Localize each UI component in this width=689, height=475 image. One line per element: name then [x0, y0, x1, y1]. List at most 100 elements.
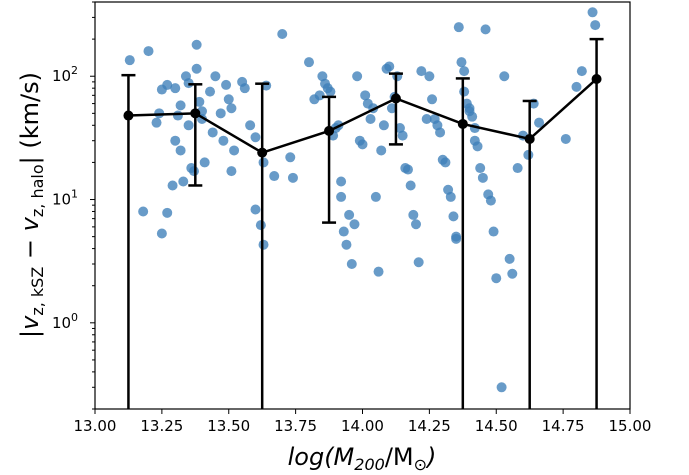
scatter-point	[560, 133, 571, 144]
scatter-point	[188, 166, 199, 177]
scatter-point	[218, 135, 229, 146]
scatter-point	[440, 157, 451, 168]
scatter-point	[472, 141, 483, 152]
scatter-point	[175, 145, 186, 156]
binned-point	[123, 110, 134, 121]
scatter-point	[405, 180, 416, 191]
y-tick-label: 100	[52, 311, 78, 332]
scatter-point	[258, 157, 269, 168]
scatter-point	[504, 253, 515, 264]
scatter-point	[456, 57, 467, 68]
scatter-point	[467, 111, 478, 122]
scatter-point	[402, 164, 413, 175]
y-tick-label: 101	[52, 188, 78, 209]
scatter-point	[304, 57, 314, 68]
scatter-point	[459, 66, 470, 77]
scatter-point	[373, 266, 384, 277]
scatter-point	[285, 152, 296, 163]
scatter-point	[170, 83, 181, 94]
scatter-point	[370, 191, 381, 202]
x-tick-label: 14.00	[341, 417, 384, 435]
scatter-point	[221, 79, 232, 90]
scatter-point	[427, 94, 438, 105]
scatter-point	[207, 127, 218, 138]
scatter-point	[175, 100, 186, 111]
scatter-point	[485, 195, 496, 206]
scatter-point	[397, 130, 408, 141]
scatter-point	[229, 145, 240, 156]
scatter-point	[386, 103, 397, 114]
binned-point	[591, 73, 602, 84]
y-axis: 100 101 102	[52, 1, 95, 410]
scatter-point	[199, 157, 210, 168]
scatter-point	[269, 171, 280, 182]
scatter-point	[162, 79, 173, 90]
scatter-point	[191, 63, 202, 74]
x-tick-label: 14.50	[475, 417, 518, 435]
scatter-point	[448, 211, 459, 222]
scatter-point	[156, 228, 167, 239]
scatter-point	[488, 226, 499, 237]
scatter-point	[210, 71, 221, 82]
scatter-point	[357, 139, 368, 150]
x-tick-label: 13.75	[274, 417, 317, 435]
scatter-point	[408, 209, 419, 220]
scatter-point	[172, 110, 183, 121]
scatter-point	[258, 239, 269, 250]
scatter-point	[499, 71, 510, 82]
x-tick-label: 15.00	[609, 417, 652, 435]
scatter-point	[424, 71, 435, 82]
binned-point	[524, 133, 535, 144]
binned-series-layer	[121, 37, 604, 409]
scatter-point	[346, 258, 357, 269]
y-tick-label: 102	[52, 64, 78, 85]
scatter-point	[534, 117, 545, 128]
scatter-point	[336, 191, 347, 202]
scatter-point	[475, 163, 486, 174]
scatter-point	[170, 135, 181, 146]
scatter-point	[416, 66, 427, 77]
x-tick-label: 13.25	[140, 417, 183, 435]
scatter-point	[178, 176, 189, 187]
scatter-point	[138, 206, 149, 217]
scatter-point	[287, 172, 298, 183]
x-tick-label: 13.50	[207, 417, 250, 435]
scatter-point	[477, 172, 488, 183]
scatter-point	[413, 257, 424, 268]
scatter-point	[507, 268, 518, 279]
scatter-point	[255, 220, 266, 231]
scatter-point	[435, 127, 446, 138]
binned-line	[128, 78, 598, 155]
x-tick-label: 14.25	[408, 417, 451, 435]
scatter-point	[576, 66, 587, 77]
scatter-point	[587, 7, 598, 18]
scatter-point	[496, 382, 507, 393]
scatter-point	[338, 226, 349, 237]
scatter-point	[250, 204, 261, 215]
scatter-point	[453, 22, 464, 33]
scatter-point	[183, 120, 194, 131]
x-tick-label: 13.00	[74, 417, 117, 435]
scatter-point	[451, 233, 462, 244]
scatter-point	[226, 103, 237, 114]
scatter-point	[167, 180, 178, 191]
x-axis: 13.00 13.25 13.50 13.75 14.00 14.25 14.50 14.75…	[74, 409, 652, 435]
scatter-point	[162, 207, 173, 218]
scatter-point	[480, 24, 491, 35]
scatter-point	[590, 20, 601, 31]
x-tick-label: 14.75	[542, 417, 585, 435]
scatter-point	[245, 120, 256, 131]
scatter-point	[143, 46, 154, 57]
scatter-point	[344, 209, 355, 220]
scatter-point	[205, 86, 216, 97]
scatter-point	[194, 96, 205, 107]
scatter-point	[378, 120, 389, 131]
scatter-point	[421, 113, 432, 124]
scatter-point	[277, 29, 288, 40]
scatter-point	[250, 132, 261, 143]
scatter-point	[394, 123, 405, 134]
binned-point	[190, 108, 201, 119]
x-axis-title: log(M200/M⊙)	[288, 443, 437, 474]
scatter-point	[314, 90, 325, 101]
